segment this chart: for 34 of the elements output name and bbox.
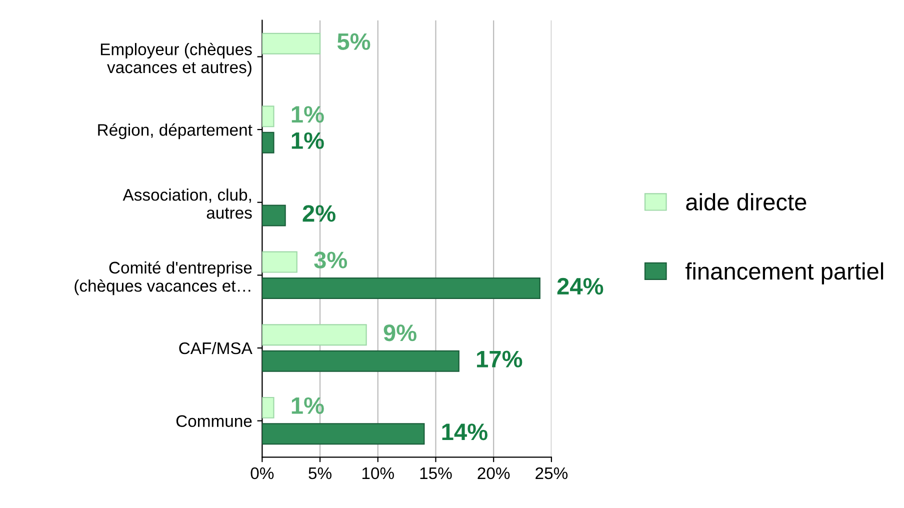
legend-label: financement partiel (685, 262, 884, 284)
y-tick-label: Employeur (chèques vacances et autres) (100, 42, 252, 76)
bar (262, 423, 425, 445)
data-label: 5% (337, 33, 370, 50)
bar (262, 324, 367, 346)
bar (262, 106, 274, 128)
y-tick-label: CAF/MSA (179, 342, 252, 354)
x-tick-label: 5% (308, 467, 332, 480)
data-label: 2% (302, 205, 336, 222)
bar (262, 350, 460, 372)
x-tick-label: 25% (536, 467, 568, 480)
data-label: 17% (477, 350, 522, 368)
data-label: 9% (384, 324, 416, 342)
y-tick-label: Région, département (98, 123, 252, 140)
x-tick-label: 10% (362, 467, 394, 480)
y-tick-label: Association, club, autres (122, 188, 252, 219)
data-label: 24% (557, 278, 604, 295)
bar (262, 278, 540, 300)
bar (262, 396, 274, 418)
bar (262, 132, 274, 154)
y-tick-label: Comité d'entreprise (chèques vacances et… (74, 261, 252, 296)
data-label: 3% (314, 252, 348, 268)
x-tick-label: 15% (420, 467, 452, 480)
data-label: 1% (292, 106, 324, 123)
bar (262, 32, 321, 54)
y-tick-label: Commune (176, 415, 252, 427)
bar (262, 251, 298, 273)
data-label: 1% (292, 397, 324, 414)
data-label: 14% (442, 424, 488, 440)
x-tick-label: 0% (250, 467, 274, 480)
x-tick-label: 20% (478, 467, 510, 480)
data-label: 1% (292, 132, 324, 149)
bar (262, 204, 286, 226)
legend-label: aide directe (686, 193, 806, 210)
